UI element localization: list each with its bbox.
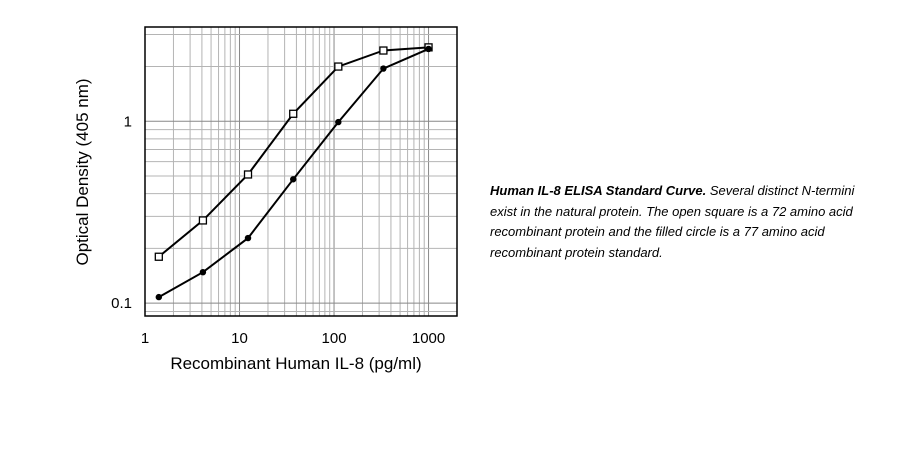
data-point-open-square bbox=[334, 62, 343, 71]
caption-title: Human IL-8 ELISA Standard Curve. bbox=[490, 183, 707, 198]
series-line-1 bbox=[158, 46, 429, 258]
data-point-open-square bbox=[198, 216, 208, 225]
grid bbox=[145, 27, 457, 316]
data-point-filled-circle bbox=[335, 118, 342, 126]
figure-caption: Human IL-8 ELISA Standard Curve. Several… bbox=[490, 181, 870, 263]
data-point-open-square bbox=[243, 170, 253, 179]
data-point-filled-circle bbox=[199, 268, 207, 276]
series-layer bbox=[154, 43, 433, 301]
data-point-filled-circle bbox=[155, 293, 163, 301]
series-line-2 bbox=[158, 47, 429, 298]
data-point-open-square bbox=[154, 252, 163, 261]
data-point-filled-circle bbox=[290, 176, 297, 183]
y-tick-label: 0.1 bbox=[111, 295, 132, 312]
x-tick-label: 10 bbox=[231, 330, 248, 347]
x-axis-title: Recombinant Human IL-8 (pg/ml) bbox=[170, 354, 421, 373]
data-point-open-square bbox=[379, 46, 388, 55]
caption-text: Several distinct N-termini exist in the … bbox=[490, 183, 855, 260]
data-point-filled-circle bbox=[244, 234, 252, 242]
y-tick-label: 1 bbox=[124, 113, 132, 130]
x-tick-label: 100 bbox=[322, 330, 347, 347]
y-axis-title: Optical Density (405 nm) bbox=[73, 78, 92, 265]
plot-frame bbox=[144, 26, 458, 317]
x-tick-label: 1 bbox=[141, 330, 149, 347]
tick-labels: 1 10 100 1000 0.1 1 bbox=[111, 113, 445, 347]
x-tick-label: 1000 bbox=[412, 330, 445, 347]
data-point-open-square bbox=[289, 109, 298, 118]
data-point-filled-circle bbox=[425, 45, 432, 53]
data-point-filled-circle bbox=[380, 65, 387, 72]
